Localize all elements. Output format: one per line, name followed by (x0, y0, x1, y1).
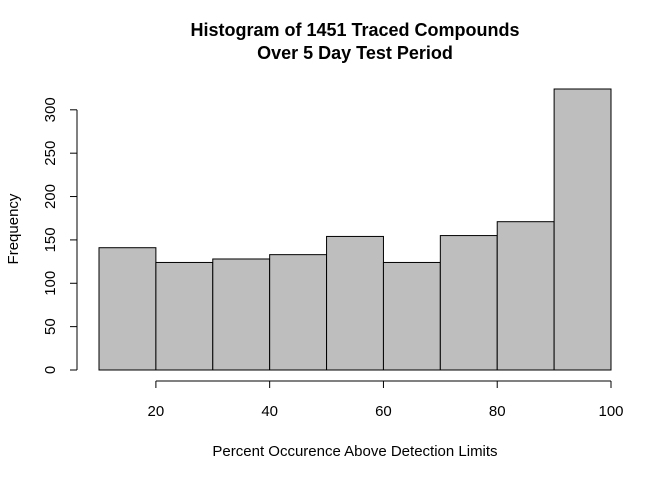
histogram-bar-6 (382, 261, 441, 371)
y-axis: 0 50 100 150 200 250 300 (42, 97, 78, 374)
x-tick-label-80: 80 (489, 403, 506, 420)
chart-title-line-2: Over 5 Day Test Period (257, 43, 453, 63)
y-tick-label-150: 150 (42, 227, 59, 252)
y-tick-label-250: 250 (42, 141, 59, 166)
x-tick-label-40: 40 (261, 403, 278, 420)
x-axis: 20 40 60 80 100 (148, 380, 624, 420)
y-tick-label-100: 100 (42, 271, 59, 296)
histogram-bar-8 (496, 221, 555, 371)
histogram-bar-4 (269, 254, 328, 371)
x-tick-label-20: 20 (148, 403, 165, 420)
histogram-bar-2 (155, 261, 214, 371)
y-axis-label: Frequency (5, 193, 22, 264)
x-tick-label-100: 100 (598, 403, 623, 420)
histogram-bar-7 (439, 235, 498, 371)
histogram-bar-3 (212, 258, 271, 371)
y-tick-label-200: 200 (42, 184, 59, 209)
x-tick-label-60: 60 (375, 403, 392, 420)
histogram-bar-5 (326, 235, 384, 371)
chart-title-line-1: Histogram of 1451 Traced Compounds (190, 20, 519, 40)
y-tick-label-50: 50 (42, 318, 59, 335)
y-tick-label-0: 0 (42, 366, 59, 374)
y-tick-label-300: 300 (42, 97, 59, 122)
histogram-bar-1 (98, 247, 157, 371)
x-axis-label: Percent Occurence Above Detection Limits (212, 443, 497, 460)
histogram-bars (98, 88, 612, 371)
chart-title: Histogram of 1451 Traced Compounds Over … (190, 20, 519, 63)
histogram-bar-9 (553, 88, 612, 371)
